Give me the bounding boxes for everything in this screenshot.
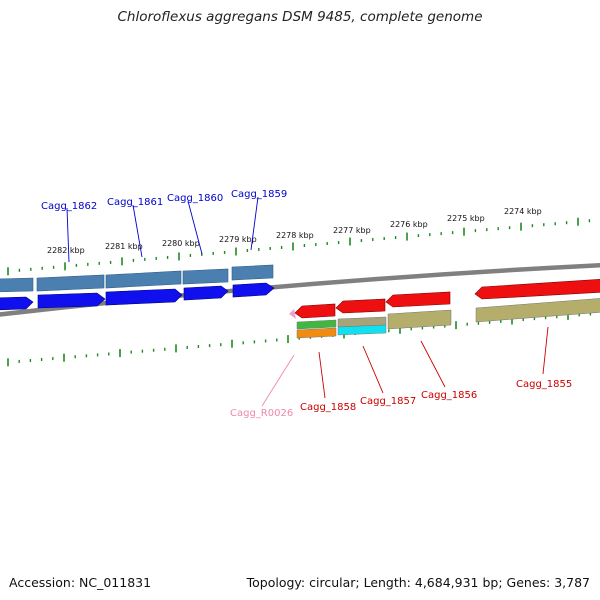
scale-label: 2274 kbp [504,207,542,216]
scale-label: 2282 kbp [47,246,85,255]
scale-label: 2280 kbp [162,239,200,248]
accession-text: Accession: NC_011831 [9,575,152,590]
gene-leader-line [362,345,384,394]
cds-arrow[interactable] [385,291,451,308]
cds-arrow[interactable] [232,282,275,298]
gene-label-cagg-1857[interactable]: Cagg_1857 [360,396,416,407]
cds-arrow[interactable] [183,285,229,301]
gene-label-cagg-1862[interactable]: Cagg_1862 [41,201,97,212]
gene-label-cagg-r0026[interactable]: Cagg_R0026 [230,408,293,419]
cog-bar[interactable] [105,270,182,289]
cds-arrow[interactable] [37,292,106,309]
gene-label-cagg-1859[interactable]: Cagg_1859 [231,189,287,200]
gene-leader-line [420,340,446,388]
gene-label-cagg-1861[interactable]: Cagg_1861 [107,197,163,208]
scale-label: 2276 kbp [390,220,428,229]
reverse-cog-track [296,298,600,339]
gene-leader-line [66,207,70,263]
gene-label-cagg-1858[interactable]: Cagg_1858 [300,402,356,413]
cog-bar[interactable] [337,324,387,336]
scale-label: 2279 kbp [219,235,257,244]
gene-leader-line [542,326,549,375]
gene-label-cagg-1855[interactable]: Cagg_1855 [516,379,572,390]
cds-arrow[interactable] [294,303,336,319]
cog-bar[interactable] [0,277,34,293]
map-title: Chloroflexus aggregans DSM 9485, complet… [117,9,483,25]
forward-cog-track [0,264,274,293]
gene-labels: Cagg_1862 Cagg_1861 Cagg_1860 Cagg_1859 Cagg… [41,189,572,419]
cds-arrow[interactable] [0,296,34,311]
rna-feature[interactable] [289,309,296,319]
scale-label: 2281 kbp [105,242,143,251]
scale-label: 2275 kbp [447,214,485,223]
genome-meta-text: Topology: circular; Length: 4,684,931 bp… [246,575,590,590]
gene-label-cagg-1856[interactable]: Cagg_1856 [421,390,477,401]
cog-bar[interactable] [296,327,337,339]
gene-label-cagg-1860[interactable]: Cagg_1860 [167,193,223,204]
gene-leader-line [187,200,203,255]
cog-bar[interactable] [182,268,229,285]
scale-label: 2278 kbp [276,231,314,240]
cog-bar[interactable] [36,274,105,292]
gene-leader-line [318,351,326,399]
cds-arrow[interactable] [474,279,600,300]
scale-labels: 2282 kbp 2281 kbp 2280 kbp 2279 kbp 2278 kbp… [47,207,542,255]
cog-bar[interactable] [475,298,600,323]
gene-leader-lines [66,196,549,407]
cds-arrow[interactable] [105,288,183,306]
forward-cds-track [0,282,275,311]
cog-bar[interactable] [296,319,337,330]
scale-label: 2277 kbp [333,226,371,235]
upper-tick-ruler [7,217,591,276]
cog-bar[interactable] [231,264,274,281]
cog-bar[interactable] [387,309,452,330]
gene-leader-line [261,354,295,407]
gene-leader-line [250,196,259,251]
gene-leader-line [132,204,143,258]
cds-arrow[interactable] [335,298,386,314]
reverse-cds-track [294,279,600,319]
